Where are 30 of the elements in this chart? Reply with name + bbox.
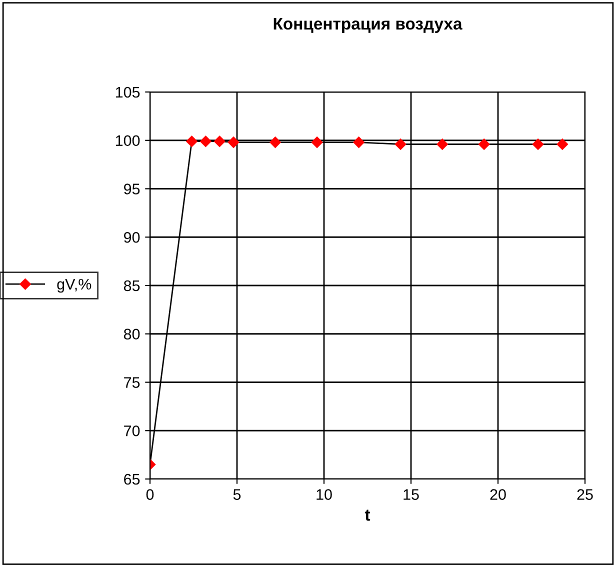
point xyxy=(186,136,198,147)
y-tick-label: 70 xyxy=(124,425,140,436)
point xyxy=(270,136,281,148)
y-tick-label: 100 xyxy=(116,135,140,146)
point xyxy=(532,138,544,150)
y-tick-label: 85 xyxy=(124,280,140,292)
y-tick-label: 95 xyxy=(124,184,140,194)
y-tick-label: 75 xyxy=(124,377,140,388)
y-tick-label: 80 xyxy=(124,328,140,340)
x-tick-label: 10 xyxy=(316,489,332,500)
point xyxy=(311,136,323,148)
point xyxy=(353,136,364,148)
point xyxy=(478,138,490,150)
point xyxy=(394,138,406,150)
y-tick-label: 105 xyxy=(116,86,140,98)
x-tick-label: 0 xyxy=(146,489,154,500)
point xyxy=(436,138,448,150)
chart-title: Концентрация воздуха xyxy=(274,18,462,33)
y-tick-label: 90 xyxy=(124,232,140,243)
point xyxy=(228,136,240,148)
point xyxy=(214,136,226,147)
point xyxy=(200,136,212,147)
x-tick-label: 25 xyxy=(577,489,593,500)
x-axis-title: t xyxy=(364,510,370,521)
y-tick-label: 65 xyxy=(124,474,140,485)
x-tick-label: 5 xyxy=(233,489,241,500)
x-tick-label: 15 xyxy=(404,489,419,500)
point xyxy=(556,138,568,150)
legend-label: gV,% xyxy=(57,278,92,293)
x-tick-label: 20 xyxy=(490,489,506,500)
